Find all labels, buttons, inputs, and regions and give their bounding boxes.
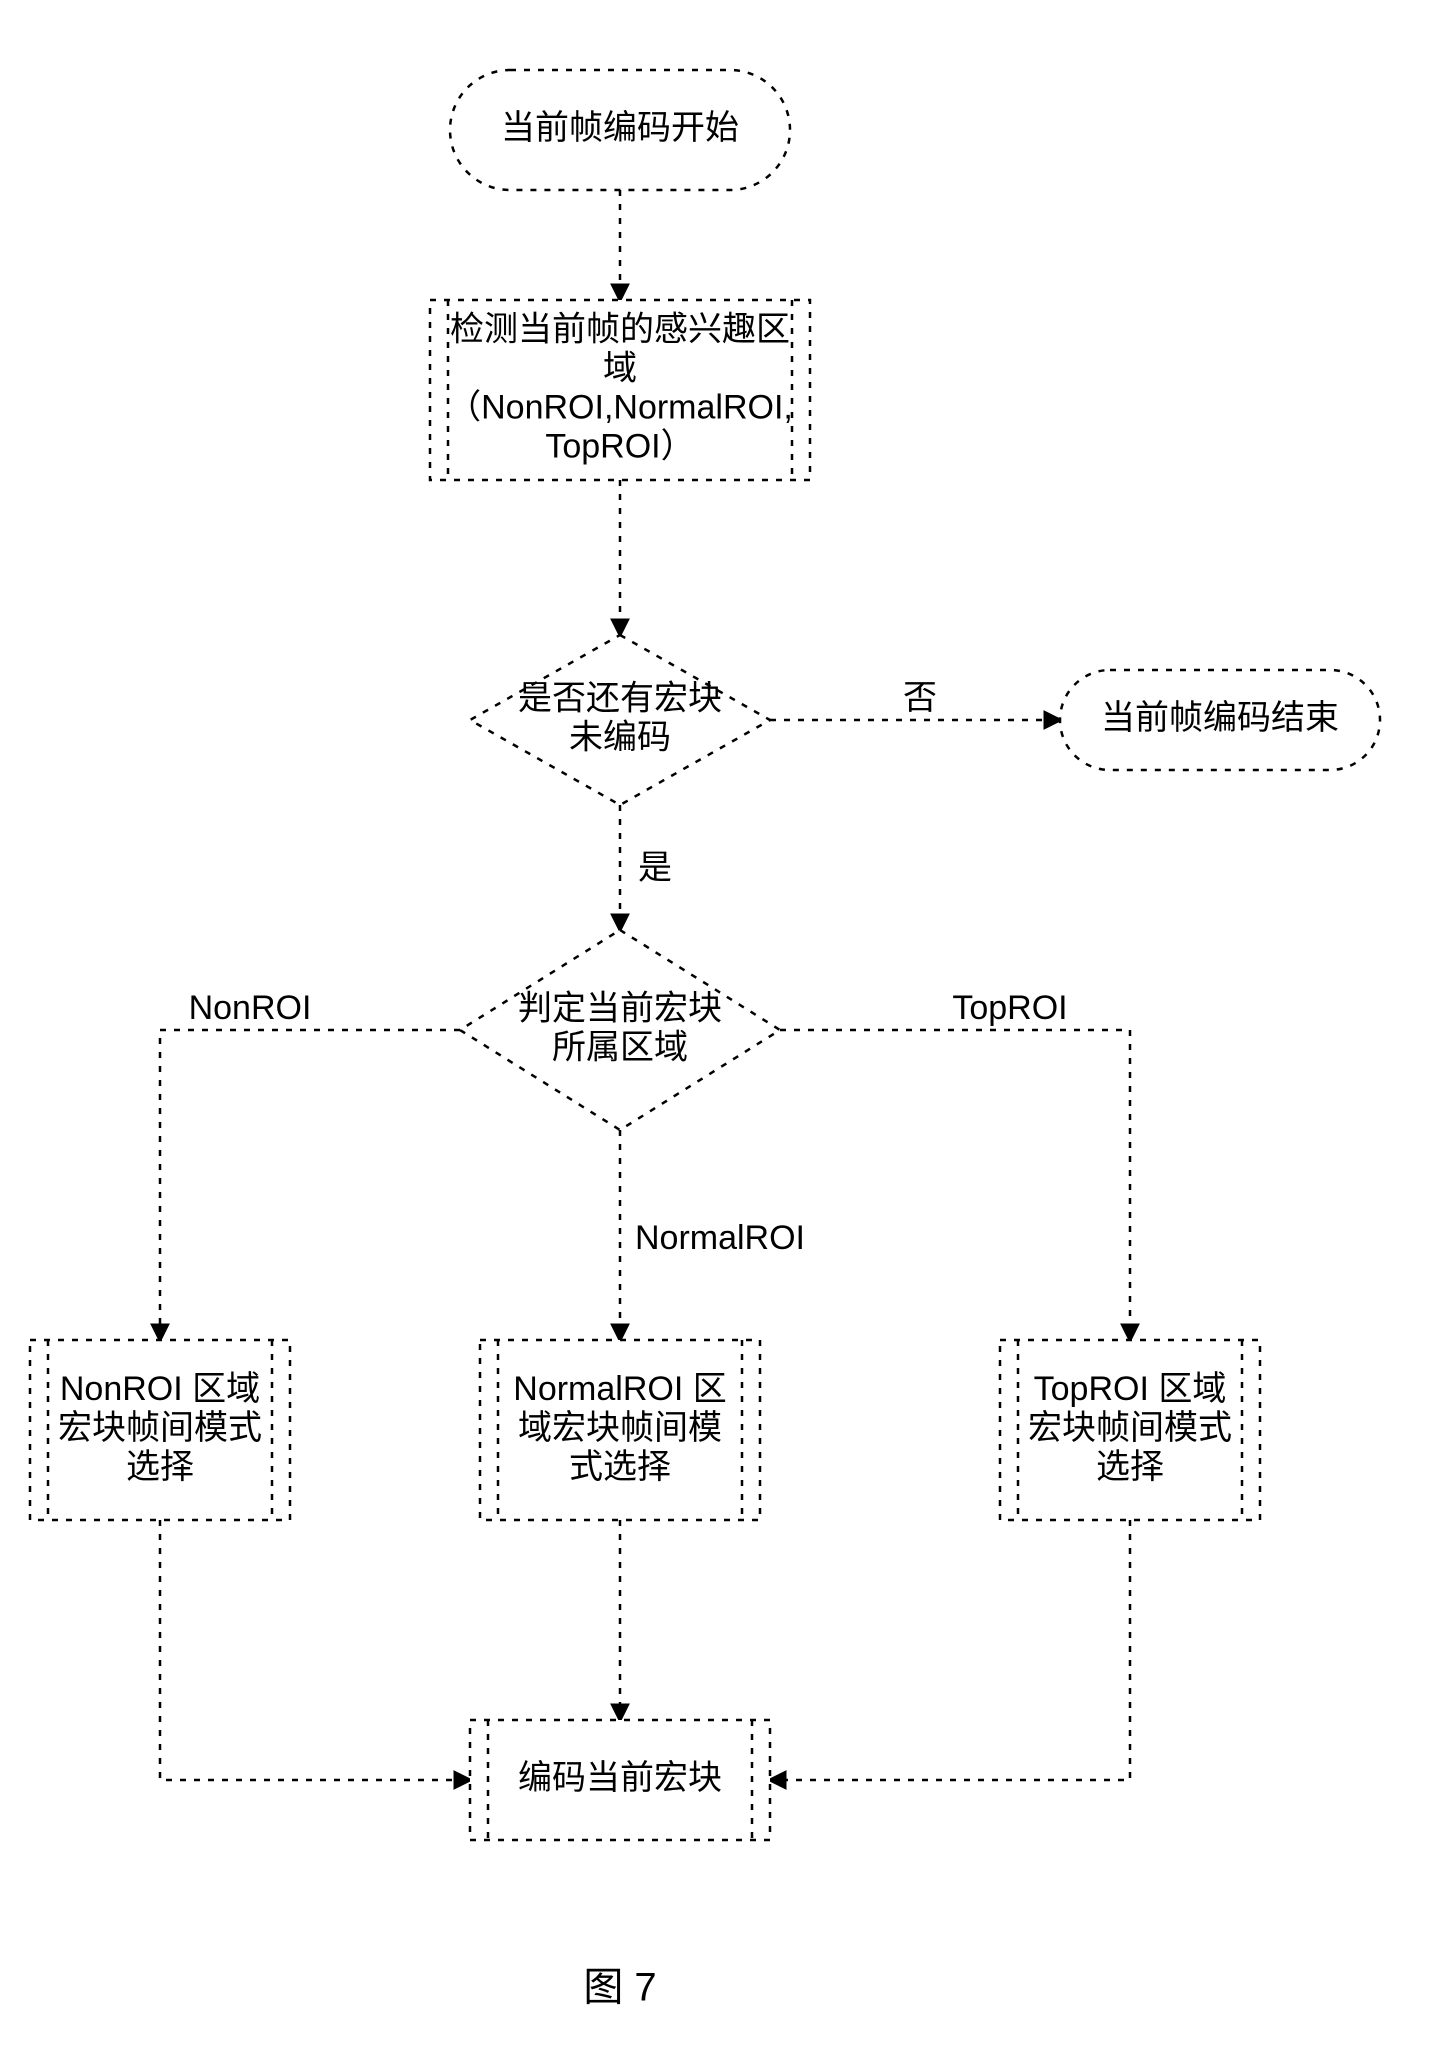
node-nonroi-text-line: 宏块帧间模式 xyxy=(58,1409,262,1447)
node-detect-text-line: 检测当前帧的感兴趣区 xyxy=(450,310,790,348)
node-toproi-text-line: 选择 xyxy=(1096,1448,1164,1486)
edge-toproi-encode xyxy=(770,1520,1130,1780)
node-end-text-line: 当前帧编码结束 xyxy=(1101,699,1339,737)
node-normroi: NormalROI 区域宏块帧间模式选择 xyxy=(480,1340,760,1520)
edge-label-hasMB-region: 是 xyxy=(638,849,672,887)
node-toproi: TopROI 区域宏块帧间模式选择 xyxy=(1000,1340,1260,1520)
edge-label-region-nonroi: NonROI xyxy=(189,989,312,1027)
edge-nonroi-encode xyxy=(160,1520,470,1780)
node-hasMB-text-line: 是否还有宏块 xyxy=(518,679,722,717)
node-start: 当前帧编码开始 xyxy=(450,70,790,190)
node-detect-text-line: （NonROI,NormalROI, xyxy=(447,389,793,427)
edge-label-region-toproi: TopROI xyxy=(952,989,1067,1027)
node-nonroi: NonROI 区域宏块帧间模式选择 xyxy=(30,1340,290,1520)
nodes-layer: 当前帧编码开始检测当前帧的感兴趣区域（NonROI,NormalROI,TopR… xyxy=(30,70,1380,1840)
node-toproi-text-line: 宏块帧间模式 xyxy=(1028,1409,1232,1447)
node-encode-text-line: 编码当前宏块 xyxy=(518,1759,722,1797)
node-detect-text-line: 域 xyxy=(603,349,637,387)
edge-region-nonroi xyxy=(160,1030,460,1340)
node-normroi-text-line: NormalROI 区 xyxy=(513,1370,726,1408)
node-end: 当前帧编码结束 xyxy=(1060,670,1380,770)
node-hasMB-text-line: 未编码 xyxy=(569,719,671,757)
node-encode: 编码当前宏块 xyxy=(470,1720,770,1840)
node-hasMB: 是否还有宏块未编码 xyxy=(470,635,770,805)
edge-label-region-normroi: NormalROI xyxy=(635,1219,805,1257)
node-normroi-text-line: 域宏块帧间模 xyxy=(518,1409,722,1447)
edge-region-toproi xyxy=(780,1030,1130,1340)
node-detect-text-line: TopROI） xyxy=(545,428,694,466)
edge-label-hasMB-end: 否 xyxy=(903,679,937,717)
node-region: 判定当前宏块所属区域 xyxy=(460,930,780,1130)
node-nonroi-text-line: NonROI 区域 xyxy=(60,1370,260,1408)
node-region-text-line: 所属区域 xyxy=(552,1029,688,1067)
figure-caption: 图 7 xyxy=(583,1966,656,2010)
node-toproi-text-line: TopROI 区域 xyxy=(1034,1370,1227,1408)
node-normroi-text-line: 式选择 xyxy=(569,1448,671,1486)
node-detect: 检测当前帧的感兴趣区域（NonROI,NormalROI,TopROI） xyxy=(430,300,810,480)
node-region-text-line: 判定当前宏块 xyxy=(518,989,722,1027)
node-start-text-line: 当前帧编码开始 xyxy=(501,109,739,147)
node-nonroi-text-line: 选择 xyxy=(126,1448,194,1486)
